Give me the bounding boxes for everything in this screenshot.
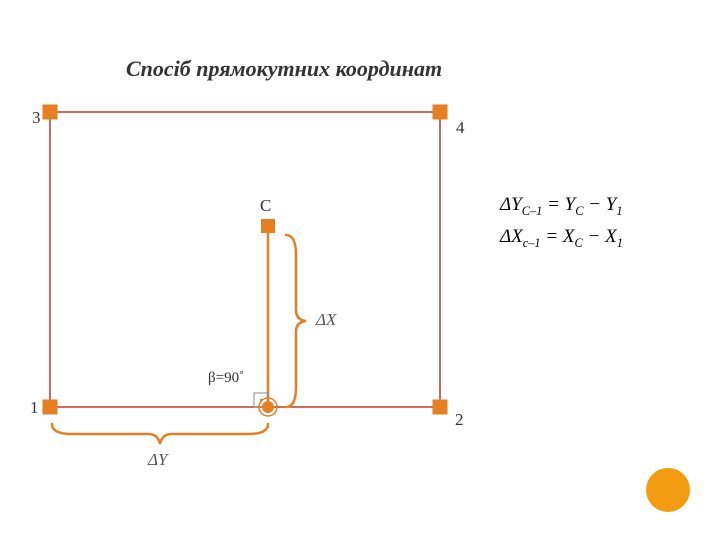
label-3: 3	[32, 108, 41, 128]
label-c: С	[260, 196, 271, 216]
foot-dot	[262, 401, 274, 413]
brace-dx	[286, 235, 306, 407]
label-dy: ΔY	[148, 450, 167, 470]
label-beta: β=90˚	[208, 370, 244, 387]
label-2: 2	[455, 410, 464, 430]
label-4: 4	[456, 118, 465, 138]
brace-dy	[52, 424, 268, 444]
rect-nodes	[43, 105, 447, 414]
diagram-svg	[0, 0, 720, 540]
formula-line-1: ΔYС–1 = YС − Y1	[500, 190, 623, 222]
label-dx: ΔХ	[316, 310, 336, 330]
label-1: 1	[30, 398, 39, 418]
corner-ball-icon	[646, 468, 690, 512]
rect-edges	[50, 112, 440, 407]
point-c-node	[261, 219, 275, 233]
formula-block: ΔYС–1 = YС − Y1 ΔXс–1 = XС − X1	[500, 190, 623, 253]
formula-line-2: ΔXс–1 = XС − X1	[500, 222, 623, 254]
